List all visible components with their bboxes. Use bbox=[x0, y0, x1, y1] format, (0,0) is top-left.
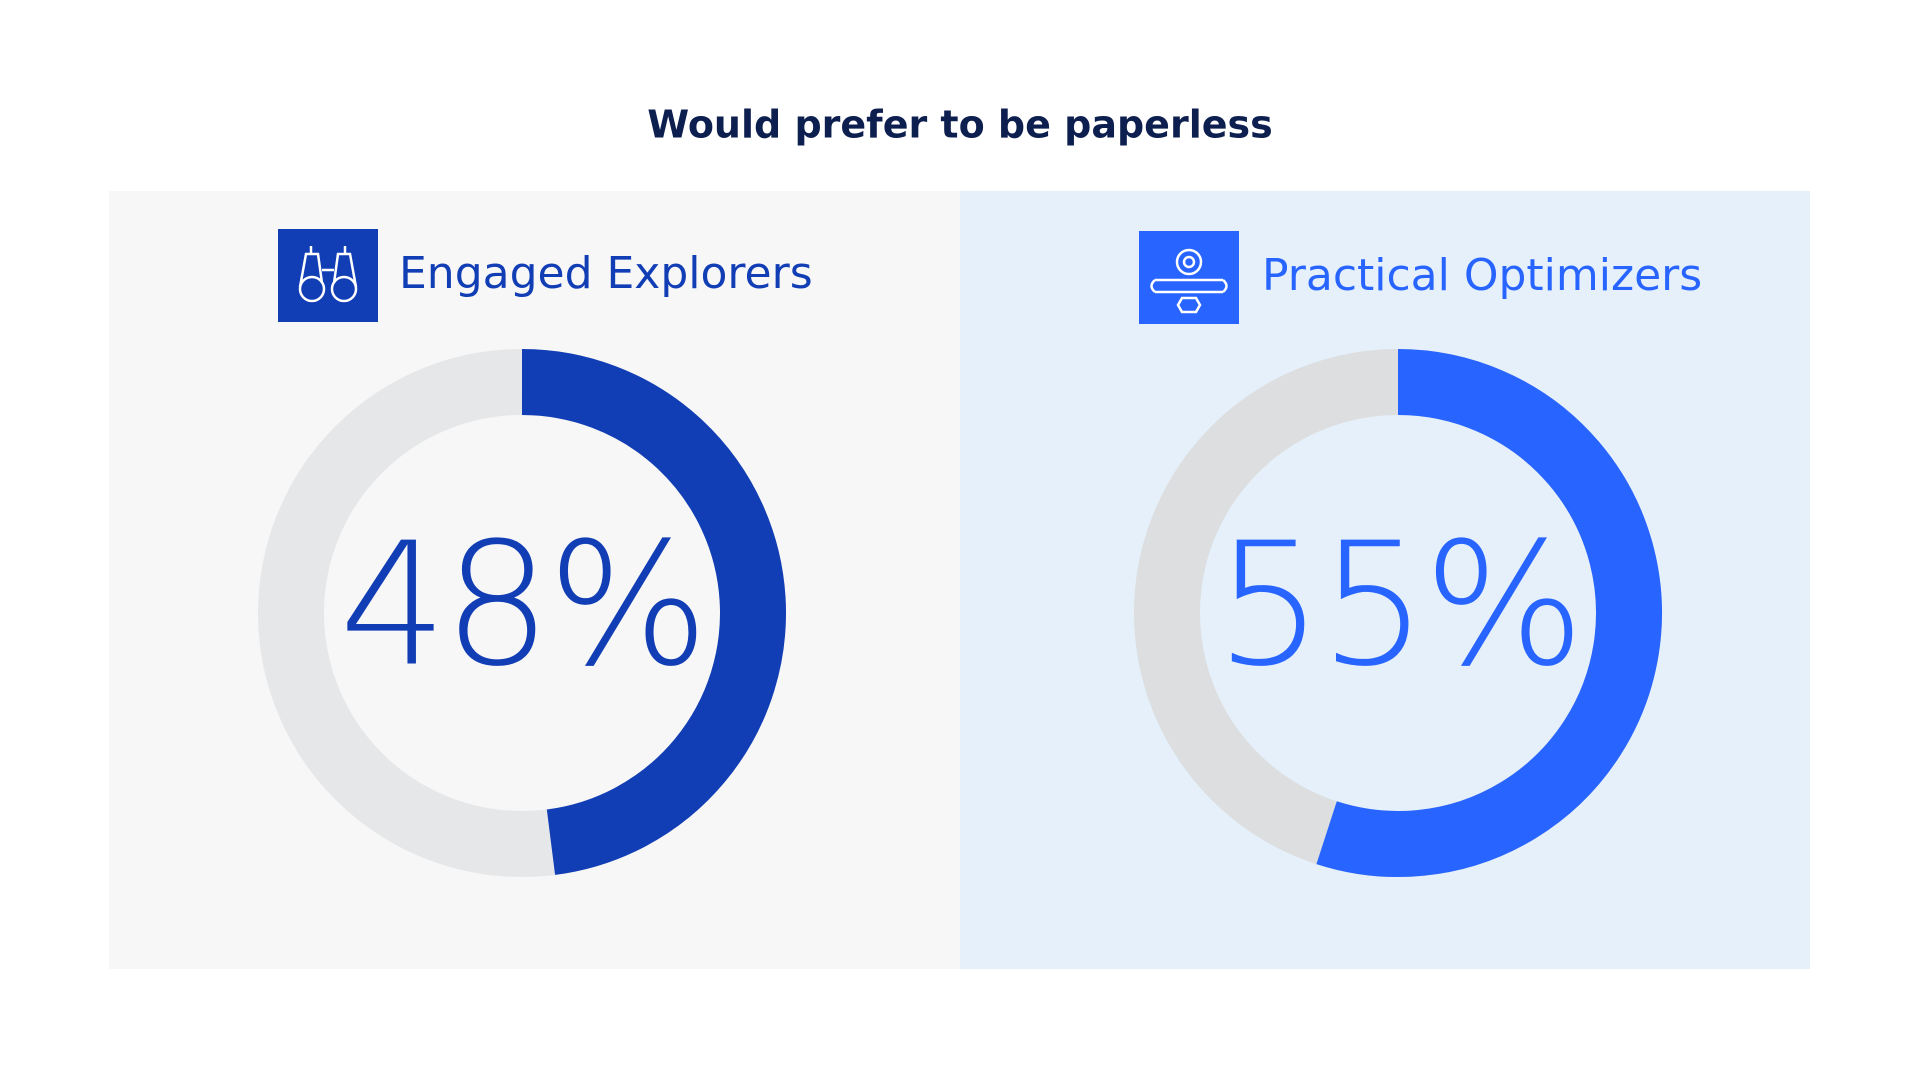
icon-gear-wrench bbox=[1139, 231, 1239, 324]
value-label: 48% bbox=[339, 507, 705, 705]
chart-subtitle: Engaged Explorers bbox=[399, 248, 813, 299]
donut-arc bbox=[521, 349, 786, 875]
icon-binoculars bbox=[278, 229, 378, 322]
chart-title: Would prefer to be paperless bbox=[647, 103, 1272, 147]
donut-arc bbox=[1316, 349, 1662, 877]
value-label: 55% bbox=[1215, 507, 1581, 705]
chart-subtitle: Practical Optimizers bbox=[1262, 250, 1702, 301]
